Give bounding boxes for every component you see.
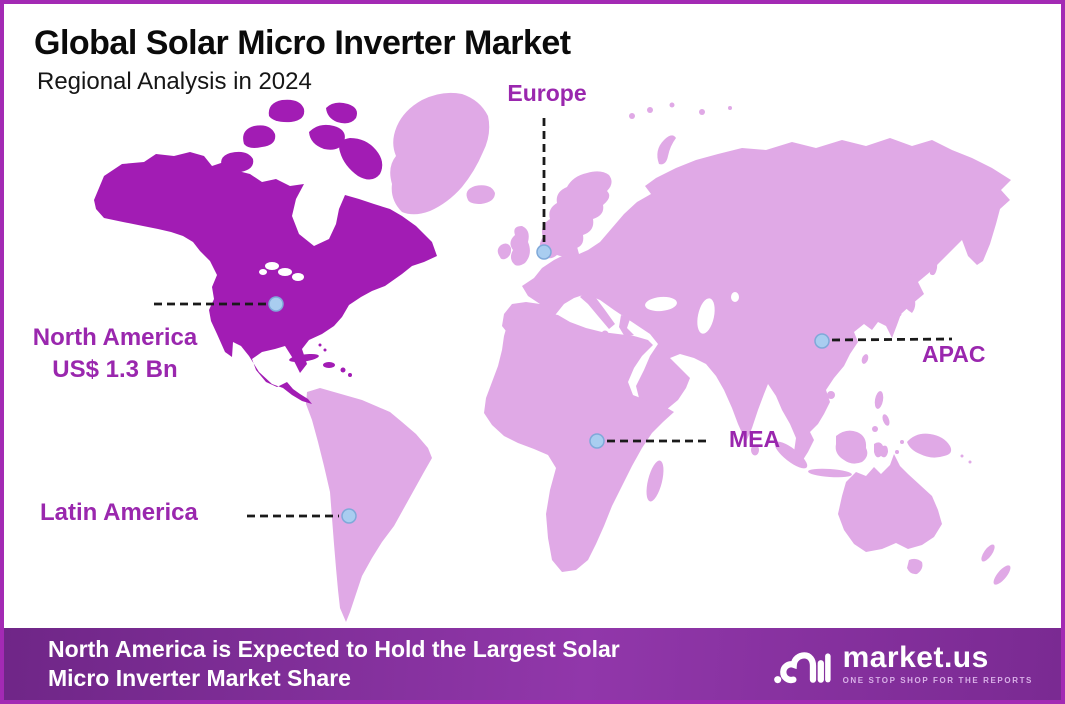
brand-text: market.us ONE STOP SHOP FOR THE REPORTS	[842, 641, 1033, 686]
region-caribbean	[289, 343, 352, 377]
region-great-britain	[510, 226, 530, 266]
market-us-logo-icon	[773, 652, 831, 684]
label-apac: APAC	[922, 341, 986, 367]
label-north-america-value: US$ 1.3 Bn	[52, 356, 178, 383]
page-subtitle: Regional Analysis in 2024	[37, 68, 312, 95]
region-north-america	[94, 152, 437, 404]
great-lakes	[259, 262, 304, 281]
region-japan	[887, 246, 938, 323]
marker-apac	[814, 333, 830, 349]
brand-name: market.us	[842, 641, 989, 674]
region-madagascar	[646, 460, 664, 502]
world-map	[94, 92, 1011, 622]
region-africa	[484, 312, 674, 572]
aral-sea	[731, 292, 739, 302]
black-sea	[645, 296, 677, 312]
region-tasmania	[907, 558, 923, 575]
footer-bar: North America is Expected to Hold the La…	[4, 628, 1061, 700]
region-iceland	[466, 185, 495, 204]
leader-line-apac	[831, 337, 953, 342]
label-north-america: North America US$ 1.3 Bn	[9, 322, 221, 386]
region-canadian-arctic	[221, 99, 383, 180]
marker-mea	[589, 433, 605, 449]
region-southeast-asia-islands	[751, 354, 972, 478]
marker-north-america	[268, 296, 284, 312]
label-europe: Europe	[507, 80, 587, 106]
region-south-america	[306, 388, 432, 622]
region-new-zealand	[981, 544, 1011, 585]
region-australia	[838, 454, 942, 552]
region-arctic-islands	[629, 102, 732, 165]
caspian-sea	[697, 298, 715, 334]
page-title: Global Solar Micro Inverter Market	[34, 24, 571, 62]
brand-tagline: ONE STOP SHOP FOR THE REPORTS	[842, 676, 1033, 685]
marker-europe	[536, 244, 552, 260]
region-ireland	[497, 243, 512, 260]
region-greenland	[390, 92, 490, 215]
label-mea: MEA	[729, 426, 781, 452]
region-scandinavia	[539, 171, 612, 259]
label-north-america-name: North America	[32, 324, 198, 351]
footer-statement-line2: Micro Inverter Market Share	[48, 665, 351, 691]
label-latin-america: Latin America	[40, 499, 198, 526]
marker-latin-america	[341, 508, 357, 524]
region-eurasia	[502, 138, 1011, 463]
footer-statement: North America is Expected to Hold the La…	[48, 635, 620, 693]
footer-statement-line1: North America is Expected to Hold the La…	[48, 636, 620, 662]
brand-logo: market.us ONE STOP SHOP FOR THE REPORTS	[773, 640, 1033, 688]
